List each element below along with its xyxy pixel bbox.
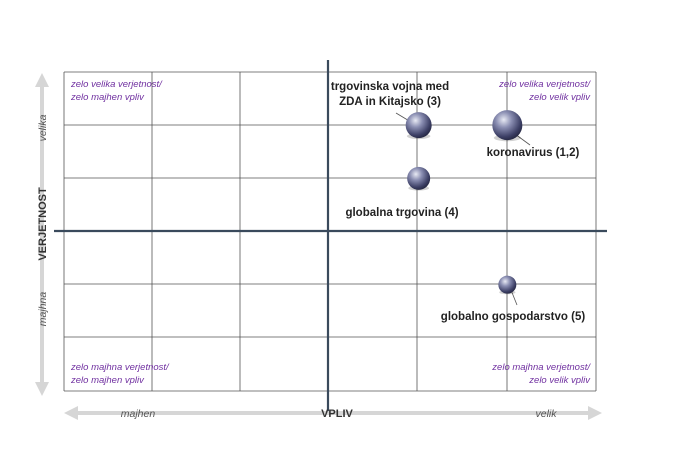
quadrant-label-bottom-right: zelo majhna verjetnost/ zelo velik vpliv bbox=[491, 362, 591, 386]
y-low-label: majhna bbox=[37, 292, 49, 327]
quadrant-label-top-right: zelo velika verjetnost/ zelo velik vpliv bbox=[498, 79, 591, 103]
quadrant-label-top-left: zelo velika verjetnost/ zelo majhen vpli… bbox=[70, 79, 163, 103]
y-axis-title: VERJETNOST bbox=[37, 187, 49, 261]
quadrant-label-top-right-line2: zelo velik vpliv bbox=[528, 92, 591, 103]
quadrant-label-bottom-right-line1: zelo majhna verjetnost/ bbox=[491, 362, 591, 373]
x-axis-title: VPLIV bbox=[321, 408, 353, 420]
bubble-label: trgovinska vojna med bbox=[331, 81, 449, 93]
quadrant-label-top-right-line1: zelo velika verjetnost/ bbox=[498, 79, 591, 90]
y-high-label: velika bbox=[37, 114, 49, 141]
bubble-leader-line bbox=[510, 289, 518, 306]
quadrant-label-top-left-line2: zelo majhen vpliv bbox=[70, 92, 145, 103]
bubble-label: globalna trgovina (4) bbox=[345, 207, 458, 219]
x-axis-arrow bbox=[64, 406, 602, 420]
bubble-point bbox=[407, 166, 431, 190]
bubble-label: koronavirus (1,2) bbox=[487, 147, 580, 159]
x-low-label: majhen bbox=[121, 408, 156, 420]
bubble-point bbox=[405, 112, 432, 139]
bubble-label: ZDA in Kitajsko (3) bbox=[339, 96, 441, 108]
bubble-point bbox=[492, 110, 523, 141]
bubble-series: trgovinska vojna med ZDA in Kitajsko (3) k… bbox=[331, 81, 585, 323]
y-axis-arrow bbox=[35, 73, 49, 396]
quadrant-label-bottom-right-line2: zelo velik vpliv bbox=[528, 375, 591, 386]
quadrant-label-top-left-line1: zelo velika verjetnost/ bbox=[70, 79, 163, 90]
bubble-point bbox=[498, 275, 517, 294]
quadrant-label-bottom-left: zelo majhna verjetnost/ zelo majhen vpli… bbox=[70, 362, 170, 386]
bubble-label: globalno gospodarstvo (5) bbox=[441, 311, 586, 323]
center-axes bbox=[54, 60, 607, 413]
x-high-label: velik bbox=[535, 408, 557, 420]
quadrant-label-bottom-left-line1: zelo majhna verjetnost/ bbox=[70, 362, 170, 373]
quadrant-label-bottom-left-line2: zelo majhen vpliv bbox=[70, 375, 145, 386]
